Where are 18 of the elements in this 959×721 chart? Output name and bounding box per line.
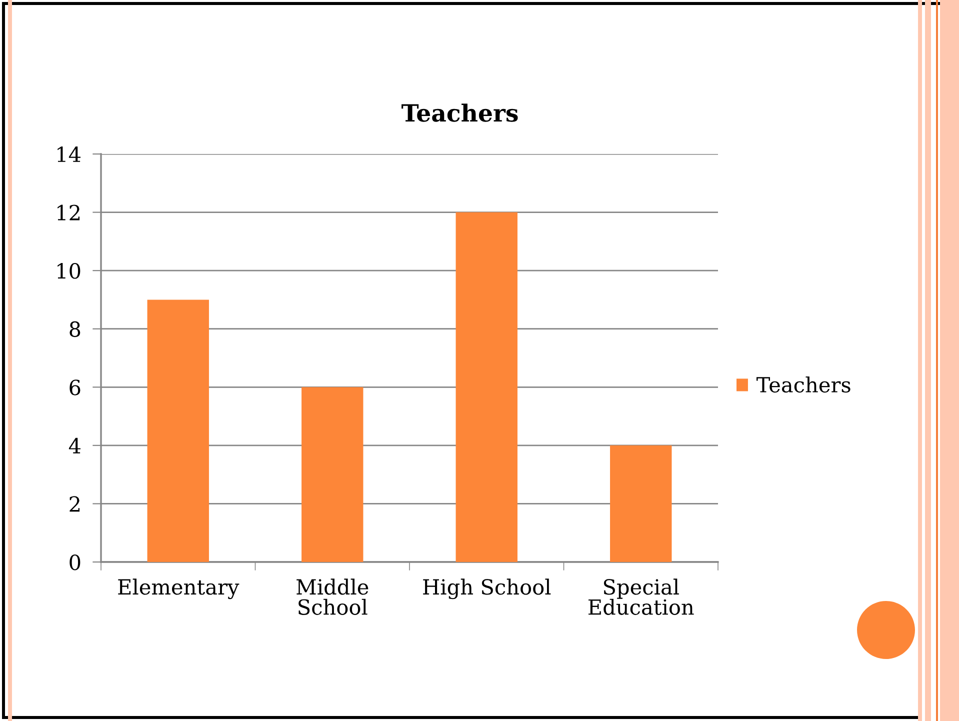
chart-title: Teachers [402, 104, 518, 122]
y-tick-label: 0 [70, 554, 80, 570]
legend-label: Teachers [756, 376, 850, 393]
y-tick-label: 12 [58, 204, 80, 220]
x-tick-label: High School [423, 578, 551, 600]
y-tick-label: 10 [58, 263, 80, 279]
bar [147, 300, 209, 562]
bar [610, 445, 672, 562]
bar [302, 387, 364, 562]
y-tick-label: 6 [70, 380, 80, 396]
x-tick-label: Middle School [296, 578, 368, 615]
y-tick-label: 2 [70, 496, 80, 512]
x-tick-label: Elementary [118, 578, 240, 600]
bar [456, 212, 518, 562]
x-tick-label: Special Education [588, 578, 694, 615]
y-tick-label: 4 [68, 438, 81, 454]
y-tick-label: 14 [58, 146, 81, 162]
y-tick-label: 8 [70, 321, 80, 338]
